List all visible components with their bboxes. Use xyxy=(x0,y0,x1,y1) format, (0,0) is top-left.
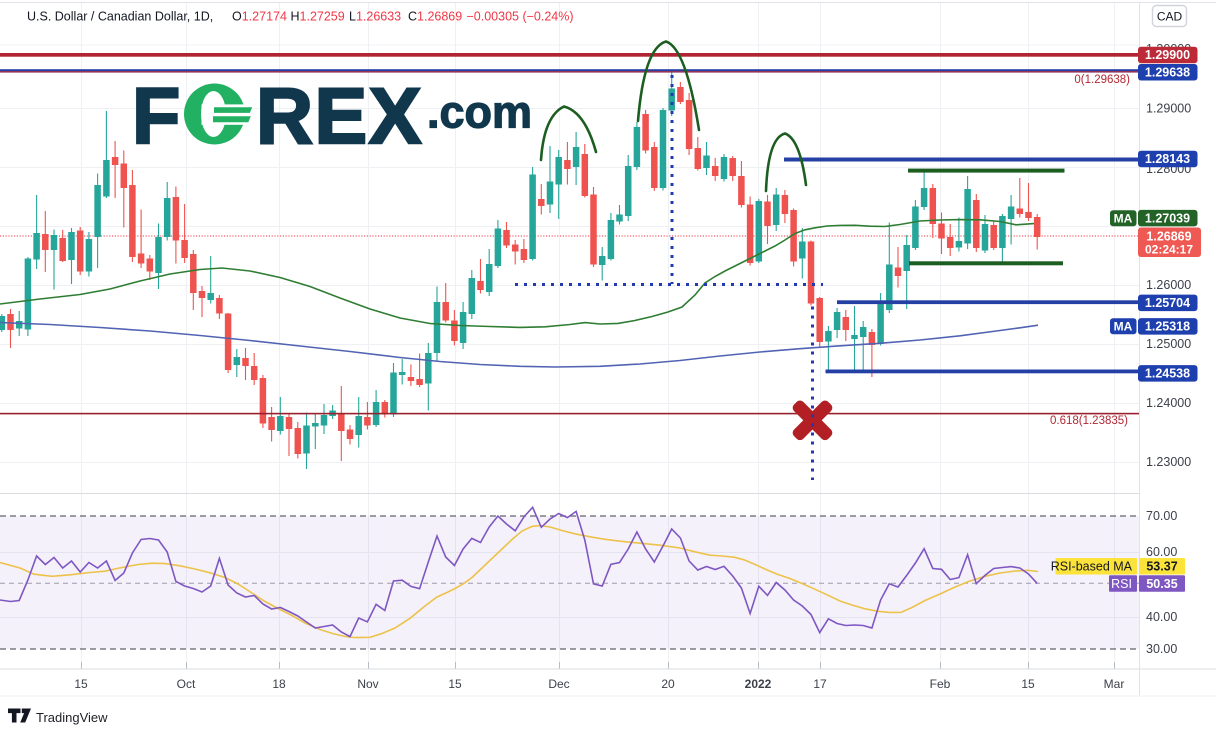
svg-text:1.24000: 1.24000 xyxy=(1146,396,1191,410)
svg-text:2022: 2022 xyxy=(745,677,772,691)
svg-text:1.26869: 1.26869 xyxy=(1146,230,1191,244)
svg-text:1.29900: 1.29900 xyxy=(1145,48,1190,62)
svg-text:RSI-based MA: RSI-based MA xyxy=(1051,560,1133,574)
svg-text:1.25318: 1.25318 xyxy=(1145,320,1190,334)
svg-text:Mar: Mar xyxy=(1104,677,1125,691)
svg-text:70.00: 70.00 xyxy=(1146,509,1177,523)
svg-text:0.618(1.23835): 0.618(1.23835) xyxy=(1050,415,1128,427)
svg-text:Nov: Nov xyxy=(357,677,378,691)
svg-text:15: 15 xyxy=(1021,677,1035,691)
svg-text:F: F xyxy=(132,71,180,160)
svg-text:40.00: 40.00 xyxy=(1146,610,1177,624)
svg-text:0(1.29638): 0(1.29638) xyxy=(1074,74,1130,86)
svg-text:15: 15 xyxy=(74,677,88,691)
svg-text:50.35: 50.35 xyxy=(1146,577,1177,591)
svg-text:.com: .com xyxy=(427,87,532,138)
svg-text:1.29000: 1.29000 xyxy=(1146,102,1191,116)
svg-text:TradingView: TradingView xyxy=(36,710,108,725)
svg-text:1.26000: 1.26000 xyxy=(1146,278,1191,292)
svg-text:Feb: Feb xyxy=(930,677,951,691)
svg-text:Dec: Dec xyxy=(548,677,569,691)
svg-text:60.00: 60.00 xyxy=(1146,545,1177,559)
svg-text:L1.26633: L1.26633 xyxy=(349,10,401,24)
svg-text:02:24:17: 02:24:17 xyxy=(1145,243,1193,257)
svg-text:1.27039: 1.27039 xyxy=(1145,211,1190,225)
svg-text:20: 20 xyxy=(661,677,675,691)
svg-text:1.28143: 1.28143 xyxy=(1145,152,1190,166)
svg-text:1.29638: 1.29638 xyxy=(1145,66,1190,80)
svg-text:H1.27259: H1.27259 xyxy=(291,10,345,24)
svg-text:REX: REX xyxy=(256,71,423,160)
svg-text:1.23000: 1.23000 xyxy=(1146,455,1191,469)
svg-text:18: 18 xyxy=(272,677,286,691)
svg-text:1.25000: 1.25000 xyxy=(1146,337,1191,351)
svg-text:U.S. Dollar / Canadian Dollar,: U.S. Dollar / Canadian Dollar, 1D, xyxy=(27,10,213,24)
svg-text:53.37: 53.37 xyxy=(1146,560,1177,574)
svg-text:O1.27174: O1.27174 xyxy=(232,10,287,24)
svg-text:C1.26869: C1.26869 xyxy=(408,10,462,24)
svg-text:17: 17 xyxy=(813,677,827,691)
svg-text:Oct: Oct xyxy=(177,677,196,691)
svg-text:CAD: CAD xyxy=(1157,10,1183,24)
svg-text:−0.00305 (−0.24%): −0.00305 (−0.24%) xyxy=(467,10,574,24)
svg-text:MA: MA xyxy=(1114,320,1133,334)
svg-text:1.25704: 1.25704 xyxy=(1145,296,1190,310)
svg-text:30.00: 30.00 xyxy=(1146,642,1177,656)
svg-text:15: 15 xyxy=(448,677,462,691)
svg-text:1.24538: 1.24538 xyxy=(1145,367,1190,381)
svg-text:RSI: RSI xyxy=(1111,577,1132,591)
svg-text:MA: MA xyxy=(1114,211,1133,225)
